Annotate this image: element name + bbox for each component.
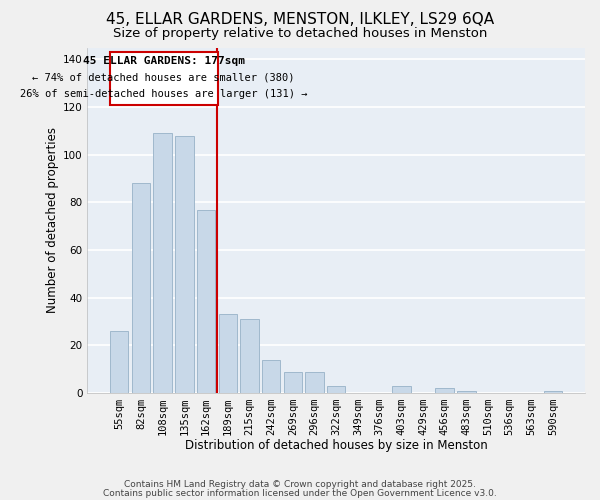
Bar <box>457 390 476 393</box>
Bar <box>132 184 150 393</box>
Bar <box>110 331 128 393</box>
Text: Size of property relative to detached houses in Menston: Size of property relative to detached ho… <box>113 28 487 40</box>
Bar <box>305 372 324 393</box>
Bar <box>262 360 280 393</box>
Bar <box>327 386 346 393</box>
Bar <box>392 386 410 393</box>
Y-axis label: Number of detached properties: Number of detached properties <box>46 127 59 313</box>
Text: ← 74% of detached houses are smaller (380): ← 74% of detached houses are smaller (38… <box>32 72 295 82</box>
Bar <box>218 314 237 393</box>
Text: 45, ELLAR GARDENS, MENSTON, ILKLEY, LS29 6QA: 45, ELLAR GARDENS, MENSTON, ILKLEY, LS29… <box>106 12 494 28</box>
Bar <box>154 134 172 393</box>
FancyBboxPatch shape <box>110 52 218 104</box>
Bar <box>240 319 259 393</box>
X-axis label: Distribution of detached houses by size in Menston: Distribution of detached houses by size … <box>185 440 488 452</box>
Text: Contains public sector information licensed under the Open Government Licence v3: Contains public sector information licen… <box>103 488 497 498</box>
Bar <box>544 390 562 393</box>
Text: Contains HM Land Registry data © Crown copyright and database right 2025.: Contains HM Land Registry data © Crown c… <box>124 480 476 489</box>
Bar <box>436 388 454 393</box>
Bar <box>197 210 215 393</box>
Text: 45 ELLAR GARDENS: 177sqm: 45 ELLAR GARDENS: 177sqm <box>83 56 245 66</box>
Bar <box>175 136 194 393</box>
Text: 26% of semi-detached houses are larger (131) →: 26% of semi-detached houses are larger (… <box>20 88 307 99</box>
Bar <box>284 372 302 393</box>
